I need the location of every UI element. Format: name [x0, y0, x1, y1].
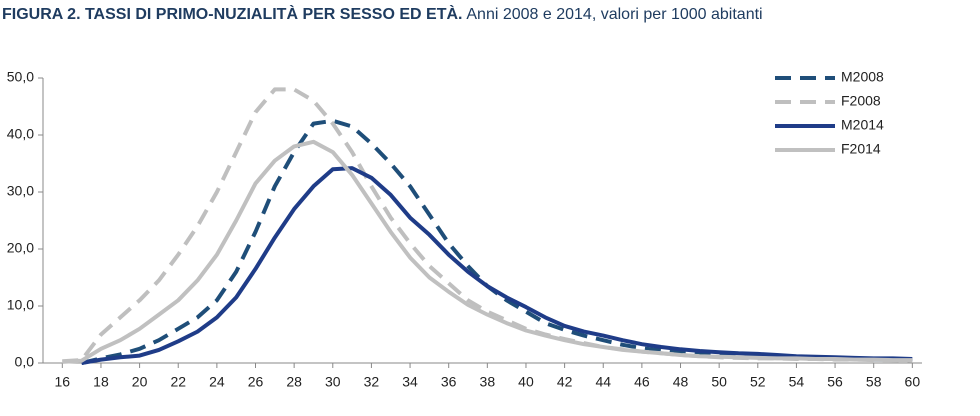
x-tick-label: 48	[673, 374, 689, 390]
x-tick-label: 58	[866, 374, 882, 390]
x-tick-label: 18	[93, 374, 109, 390]
legend-label: F2014	[841, 141, 881, 157]
x-tick-label: 30	[325, 374, 341, 390]
x-tick-label: 42	[557, 374, 573, 390]
x-tick-label: 54	[789, 374, 805, 390]
x-tick-label: 26	[248, 374, 264, 390]
x-tick-label: 20	[132, 374, 148, 390]
chart-title: FIGURA 2. TASSI DI PRIMO-NUZIALITÀ PER S…	[2, 4, 462, 23]
x-tick-label: 40	[518, 374, 534, 390]
x-tick-label: 52	[750, 374, 766, 390]
x-tick-label: 24	[209, 374, 225, 390]
x-tick-label: 22	[170, 374, 186, 390]
x-tick-label: 56	[827, 374, 843, 390]
legend-label: F2008	[841, 93, 881, 109]
y-tick-label: 10,0	[7, 297, 34, 313]
x-tick-label: 60	[905, 374, 921, 390]
x-tick-label: 38	[480, 374, 496, 390]
legend-label: M2008	[841, 69, 884, 85]
x-tick-label: 50	[711, 374, 727, 390]
chart-subtitle: Anni 2008 e 2014, valori per 1000 abitan…	[466, 6, 762, 23]
y-tick-label: 50,0	[7, 69, 34, 85]
series-line	[62, 139, 913, 364]
x-tick-label: 44	[595, 374, 611, 390]
x-tick-label: 34	[402, 374, 418, 390]
x-tick-label: 28	[286, 374, 302, 390]
x-tick-label: 46	[634, 374, 650, 390]
y-tick-label: 30,0	[7, 183, 34, 199]
y-tick-label: 40,0	[7, 126, 34, 142]
x-tick-label: 16	[55, 374, 71, 390]
series-line	[62, 87, 913, 364]
title-line: FIGURA 2. TASSI DI PRIMO-NUZIALITÀ PER S…	[2, 4, 763, 23]
legend-label: M2014	[841, 117, 884, 133]
y-tick-label: 0,0	[15, 354, 35, 370]
y-tick-label: 20,0	[7, 240, 34, 256]
x-tick-label: 32	[364, 374, 380, 390]
x-tick-label: 36	[441, 374, 457, 390]
series-line	[81, 166, 913, 365]
